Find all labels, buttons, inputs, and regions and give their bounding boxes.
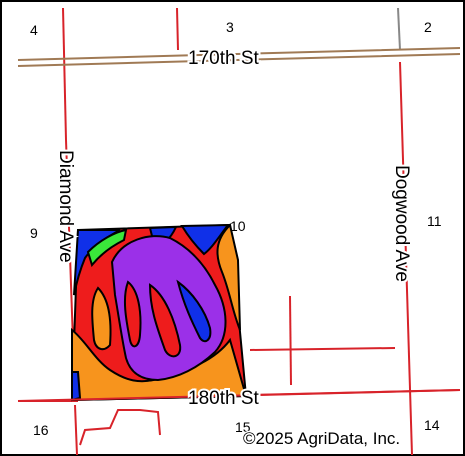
section-label: 3 <box>226 19 234 35</box>
section-line <box>62 7 67 141</box>
section-line <box>397 7 401 51</box>
section-line <box>176 7 179 51</box>
section-label: 14 <box>424 417 440 433</box>
section-label: 10 <box>230 218 246 234</box>
section-label: 16 <box>33 422 49 438</box>
section-label: 11 <box>427 213 442 229</box>
section-label: 4 <box>30 22 38 38</box>
section-line <box>249 347 396 351</box>
road-170th-st <box>17 47 461 67</box>
section-label: 15 <box>235 419 251 435</box>
section-line <box>74 404 78 456</box>
road-label-diamond-ave: Diamond Ave <box>55 150 76 263</box>
field-boundary <box>70 223 248 402</box>
road-label-180th-st: 180th St <box>188 388 259 409</box>
section-line <box>399 61 408 291</box>
road-label-170th-st: 170th St <box>188 48 259 69</box>
section-line <box>79 409 161 446</box>
section-label: 9 <box>30 225 38 241</box>
section-line <box>406 289 413 456</box>
road-label-dogwood-ave: Dogwood Ave <box>391 165 412 282</box>
copyright-label: ©2025 AgriData, Inc. <box>243 429 400 448</box>
road-180th-st <box>17 389 461 402</box>
section-line <box>289 295 292 386</box>
section-label: 2 <box>424 19 432 35</box>
